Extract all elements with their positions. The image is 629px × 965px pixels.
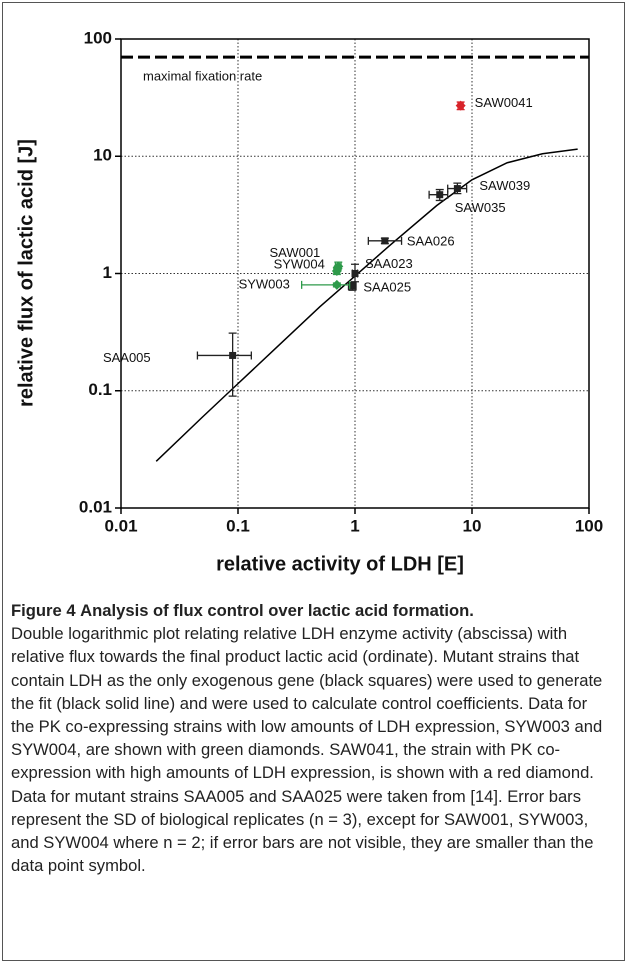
data-point [453, 185, 461, 193]
x-tick-label: 10 [463, 516, 482, 535]
plot-frame [120, 38, 590, 509]
y-axis-title: relative flux of lactic acid [J] [15, 139, 37, 407]
y-tick-label: 0.01 [79, 497, 112, 516]
point-label: SYW003 [239, 276, 290, 291]
point-label: SAA023 [365, 256, 413, 271]
x-tick-label: 0.01 [104, 516, 137, 535]
caption: Figure 4 Analysis of flux control over l… [11, 599, 611, 877]
y-tick-label: 0.1 [88, 380, 112, 399]
x-tick-label: 100 [575, 516, 603, 535]
y-tick-label: 1 [103, 263, 112, 282]
data-point [333, 261, 344, 272]
y-tick-label: 100 [84, 28, 112, 47]
fit-line [155, 148, 578, 462]
point-label: SAA026 [407, 233, 455, 248]
point-label: SAA025 [363, 280, 411, 295]
data-point [229, 351, 237, 359]
data-point [381, 237, 389, 245]
chart: relative activity of LDH [E] relative fl… [15, 28, 603, 575]
point-label: SAW039 [479, 178, 530, 193]
caption-title: Analysis of flux control over lactic aci… [80, 601, 474, 620]
y-tick-label: 10 [93, 146, 112, 165]
data-point [331, 279, 342, 290]
point-label: SAA005 [103, 350, 151, 365]
caption-text: Double logarithmic plot relating relativ… [11, 624, 603, 876]
point-label: SAW035 [455, 200, 506, 215]
y-error-bar [228, 332, 237, 397]
point-label: SAW001 [269, 245, 320, 260]
x-tick-label: 1 [350, 516, 359, 535]
data-point [436, 191, 444, 199]
data-point [351, 270, 359, 277]
x-axis-title: relative activity of LDH [E] [216, 553, 464, 575]
x-tick-label: 0.1 [226, 516, 250, 535]
x-error-bar [196, 351, 252, 360]
point-label: SAW0041 [475, 95, 533, 110]
caption-label: Figure 4 [11, 601, 76, 620]
data-point [348, 282, 356, 290]
point-label: SYW004 [274, 256, 325, 271]
data-point [455, 100, 466, 111]
reference-label: maximal fixation rate [143, 69, 262, 84]
